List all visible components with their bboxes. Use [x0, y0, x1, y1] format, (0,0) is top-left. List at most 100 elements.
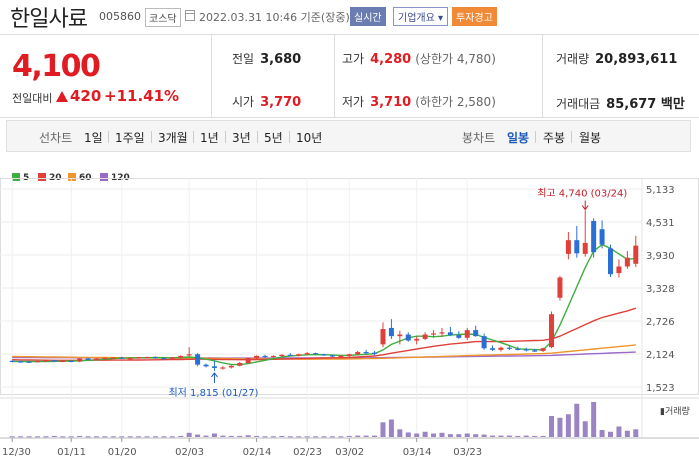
- x-tick-label: 02/03: [175, 447, 204, 458]
- candle-body: [422, 334, 428, 339]
- low-annotation: 최저 1,815 (01/27): [168, 387, 258, 399]
- candle-body: [532, 350, 538, 352]
- volume-bar: [237, 435, 243, 437]
- volume-bar: [439, 432, 445, 437]
- stock-code: 005860: [99, 10, 141, 23]
- candle-body: [355, 352, 361, 355]
- legend-swatch: [100, 173, 108, 181]
- open-price: 시가 3,770: [232, 93, 301, 110]
- tab-monthly[interactable]: 월봉: [579, 131, 602, 145]
- candle-body: [186, 354, 192, 356]
- chart-annotations: 최고 4,740 (03/24) 최저 1,815 (01/27): [168, 188, 627, 399]
- tab-10y[interactable]: 10년: [296, 131, 323, 145]
- volume-bar: [464, 433, 470, 437]
- candle-body: [397, 334, 403, 337]
- volume-bar: [161, 436, 167, 438]
- candle-body: [254, 355, 260, 359]
- volume-bar: [380, 422, 386, 437]
- volume-bar: [591, 402, 597, 437]
- volume-bar: [608, 431, 614, 437]
- volume-bar: [178, 435, 184, 437]
- candle-body: [110, 357, 116, 359]
- candle-body: [211, 366, 217, 368]
- candle-body: [34, 361, 40, 363]
- candle-body: [195, 354, 201, 365]
- candle-body: [582, 242, 588, 254]
- candle-body: [102, 357, 108, 360]
- candle-body: [279, 354, 285, 357]
- high-annotation: 최고 4,740 (03/24): [537, 188, 627, 200]
- candle-chart-label: 봉차트: [462, 131, 496, 145]
- x-tick-label: 02/14: [243, 447, 272, 458]
- candle-body: [51, 360, 57, 362]
- volume-bar: [321, 436, 327, 438]
- tab-3m[interactable]: 3개월: [158, 131, 188, 145]
- tab-1w[interactable]: 1주일: [115, 131, 145, 145]
- candle-body: [144, 356, 150, 359]
- candle-body: [93, 358, 99, 360]
- candle-body: [127, 358, 133, 360]
- divider: [151, 131, 152, 143]
- volume-bar: [127, 436, 133, 438]
- investment-warning-badge[interactable]: 투자경고: [452, 7, 497, 26]
- y-tick-label: 3,930: [646, 251, 675, 262]
- volume-bar: [169, 436, 175, 438]
- volume-bar: [329, 436, 335, 438]
- candle-body: [287, 354, 293, 357]
- volume-bar: [9, 436, 15, 438]
- volume-bar: [34, 436, 40, 438]
- candle-body: [447, 332, 453, 336]
- legend-swatch: [12, 173, 20, 181]
- candle-body: [490, 348, 496, 350]
- volume-bar: [397, 429, 403, 437]
- stock-candlestick-chart[interactable]: 5,133 4,531 3,930 3,328 2,726 2,124 1,523 12/30…: [0, 178, 699, 460]
- candle-body: [270, 355, 276, 358]
- company-info-dropdown[interactable]: 기업개요 ▾: [393, 7, 448, 26]
- realtime-button[interactable]: 실시간: [350, 7, 386, 26]
- candle-body: [43, 360, 49, 362]
- candle-body: [372, 352, 378, 354]
- volume-bar: [481, 434, 487, 437]
- candle-body: [565, 240, 571, 254]
- candle-body: [296, 354, 302, 356]
- x-tick-label: 03/23: [453, 447, 482, 458]
- tab-1d[interactable]: 1일: [84, 131, 103, 145]
- prev-value: 3,680: [260, 52, 302, 67]
- y-tick-label: 4,531: [646, 218, 675, 229]
- tab-1y[interactable]: 1년: [200, 131, 219, 145]
- market-badge: 코스닥: [145, 8, 181, 27]
- candle-body: [523, 349, 529, 351]
- candle-body: [9, 360, 15, 363]
- volume-bar: [18, 436, 24, 438]
- tab-daily[interactable]: 일봉: [507, 131, 530, 145]
- x-tick-label: 01/20: [108, 447, 137, 458]
- tab-3y[interactable]: 3년: [232, 131, 251, 145]
- volume-bar: [211, 433, 217, 437]
- divider: [535, 131, 536, 143]
- volume-bar: [532, 435, 538, 437]
- y-tick-label: 5,133: [646, 185, 675, 196]
- volume-bars: [9, 402, 639, 438]
- volume-bar: [431, 433, 437, 437]
- change-value: 420: [70, 87, 102, 105]
- candle-body: [161, 358, 167, 360]
- volume-bar: [624, 430, 630, 437]
- quote-time: 2022.03.31 10:46 기준(장중): [199, 11, 350, 24]
- lower-limit: (하한가 2,580): [415, 95, 496, 109]
- volume-bar: [77, 435, 83, 437]
- candle-body: [18, 361, 24, 363]
- divider: [108, 131, 109, 143]
- candle-body: [414, 338, 420, 341]
- volume-bar: [68, 436, 74, 438]
- current-price: 4,100: [12, 49, 101, 84]
- volume-bar: [523, 435, 529, 437]
- tab-5y[interactable]: 5년: [264, 131, 283, 145]
- candle-body: [439, 332, 445, 334]
- candle-body: [591, 220, 597, 253]
- tab-weekly[interactable]: 주봉: [543, 131, 566, 145]
- candle-body: [549, 314, 555, 348]
- y-tick-label: 3,328: [646, 284, 675, 295]
- volume-bar: [515, 435, 521, 437]
- volume-bar: [456, 434, 462, 437]
- volume-bar: [304, 436, 310, 438]
